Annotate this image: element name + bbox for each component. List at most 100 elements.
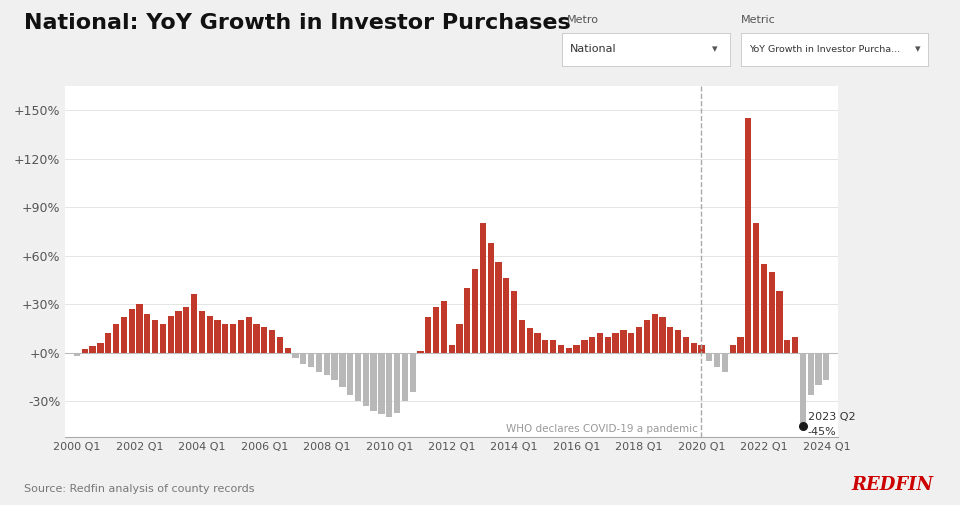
Bar: [371, 352, 376, 411]
Bar: [769, 272, 775, 352]
Bar: [82, 349, 88, 352]
Bar: [261, 327, 268, 352]
Bar: [418, 351, 423, 352]
Bar: [565, 348, 572, 352]
Bar: [558, 344, 564, 352]
Bar: [581, 340, 588, 352]
Bar: [465, 288, 470, 352]
Bar: [401, 352, 408, 401]
Bar: [683, 336, 689, 352]
Bar: [800, 352, 806, 426]
Bar: [714, 352, 720, 367]
Bar: [495, 262, 502, 352]
Bar: [74, 352, 80, 356]
Bar: [425, 317, 431, 352]
Bar: [620, 330, 627, 352]
Bar: [542, 340, 548, 352]
Bar: [105, 333, 111, 352]
Bar: [230, 324, 236, 352]
Bar: [183, 308, 189, 352]
Bar: [386, 352, 393, 418]
Bar: [753, 223, 759, 352]
Bar: [784, 340, 790, 352]
Text: -45%: -45%: [807, 427, 836, 437]
Bar: [253, 324, 259, 352]
Text: National: YoY Growth in Investor Purchases: National: YoY Growth in Investor Purchas…: [24, 13, 571, 33]
Bar: [737, 336, 744, 352]
Bar: [363, 352, 369, 406]
Bar: [276, 336, 283, 352]
Bar: [698, 344, 705, 352]
Bar: [518, 320, 525, 352]
Bar: [394, 352, 400, 413]
Text: WHO declares COVID-19 a pandemic: WHO declares COVID-19 a pandemic: [506, 424, 698, 434]
Bar: [761, 264, 767, 352]
Bar: [730, 344, 735, 352]
Bar: [448, 344, 455, 352]
Bar: [348, 352, 353, 395]
Text: National: National: [570, 44, 616, 54]
Bar: [378, 352, 385, 414]
Bar: [612, 333, 619, 352]
Bar: [644, 320, 650, 352]
Bar: [176, 311, 181, 352]
Bar: [667, 327, 673, 352]
Bar: [214, 320, 221, 352]
Bar: [246, 317, 252, 352]
Bar: [284, 348, 291, 352]
Bar: [722, 352, 728, 372]
Bar: [472, 269, 478, 352]
Text: 2023 Q2: 2023 Q2: [807, 412, 855, 422]
Bar: [605, 336, 611, 352]
Bar: [238, 320, 244, 352]
Text: ▾: ▾: [915, 44, 921, 54]
Bar: [316, 352, 323, 372]
Bar: [777, 291, 782, 352]
Bar: [745, 118, 752, 352]
Text: ▾: ▾: [712, 44, 718, 54]
Bar: [503, 278, 510, 352]
Bar: [660, 317, 665, 352]
Text: REDFIN: REDFIN: [852, 476, 933, 494]
Bar: [222, 324, 228, 352]
Bar: [339, 352, 346, 387]
Bar: [628, 333, 635, 352]
Bar: [433, 308, 439, 352]
Bar: [129, 309, 134, 352]
Bar: [792, 336, 799, 352]
Bar: [136, 304, 143, 352]
Bar: [550, 340, 556, 352]
Text: YoY Growth in Investor Purcha...: YoY Growth in Investor Purcha...: [749, 45, 900, 54]
Bar: [589, 336, 595, 352]
Bar: [652, 314, 658, 352]
Bar: [535, 333, 540, 352]
Text: Metro: Metro: [566, 15, 598, 25]
Bar: [206, 316, 213, 352]
Bar: [97, 343, 104, 352]
Bar: [815, 352, 822, 385]
Bar: [527, 328, 533, 352]
Bar: [269, 330, 276, 352]
Bar: [456, 324, 463, 352]
Bar: [324, 352, 330, 375]
Bar: [807, 352, 814, 395]
Bar: [89, 346, 96, 352]
Bar: [441, 301, 447, 352]
Bar: [636, 327, 642, 352]
Bar: [707, 352, 712, 361]
Bar: [573, 344, 580, 352]
Text: Metric: Metric: [741, 15, 776, 25]
Bar: [480, 223, 486, 352]
Bar: [410, 352, 416, 391]
Bar: [675, 330, 682, 352]
Bar: [308, 352, 314, 367]
Bar: [355, 352, 361, 401]
Bar: [824, 352, 829, 380]
Bar: [121, 317, 127, 352]
Bar: [511, 291, 517, 352]
Bar: [144, 314, 151, 352]
Bar: [199, 311, 205, 352]
Bar: [331, 352, 338, 380]
Bar: [152, 320, 158, 352]
Bar: [488, 243, 493, 352]
